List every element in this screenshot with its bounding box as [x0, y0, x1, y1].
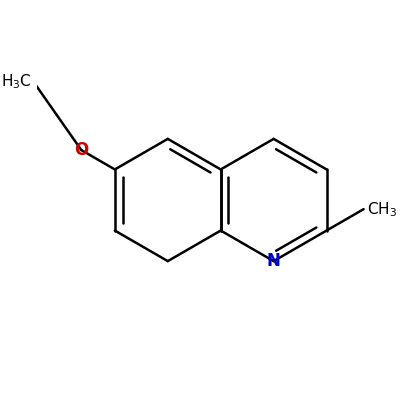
- Text: CH$_3$: CH$_3$: [367, 200, 397, 218]
- Text: H$_3$C: H$_3$C: [1, 72, 32, 91]
- Text: N: N: [267, 252, 280, 270]
- Text: O: O: [74, 141, 88, 159]
